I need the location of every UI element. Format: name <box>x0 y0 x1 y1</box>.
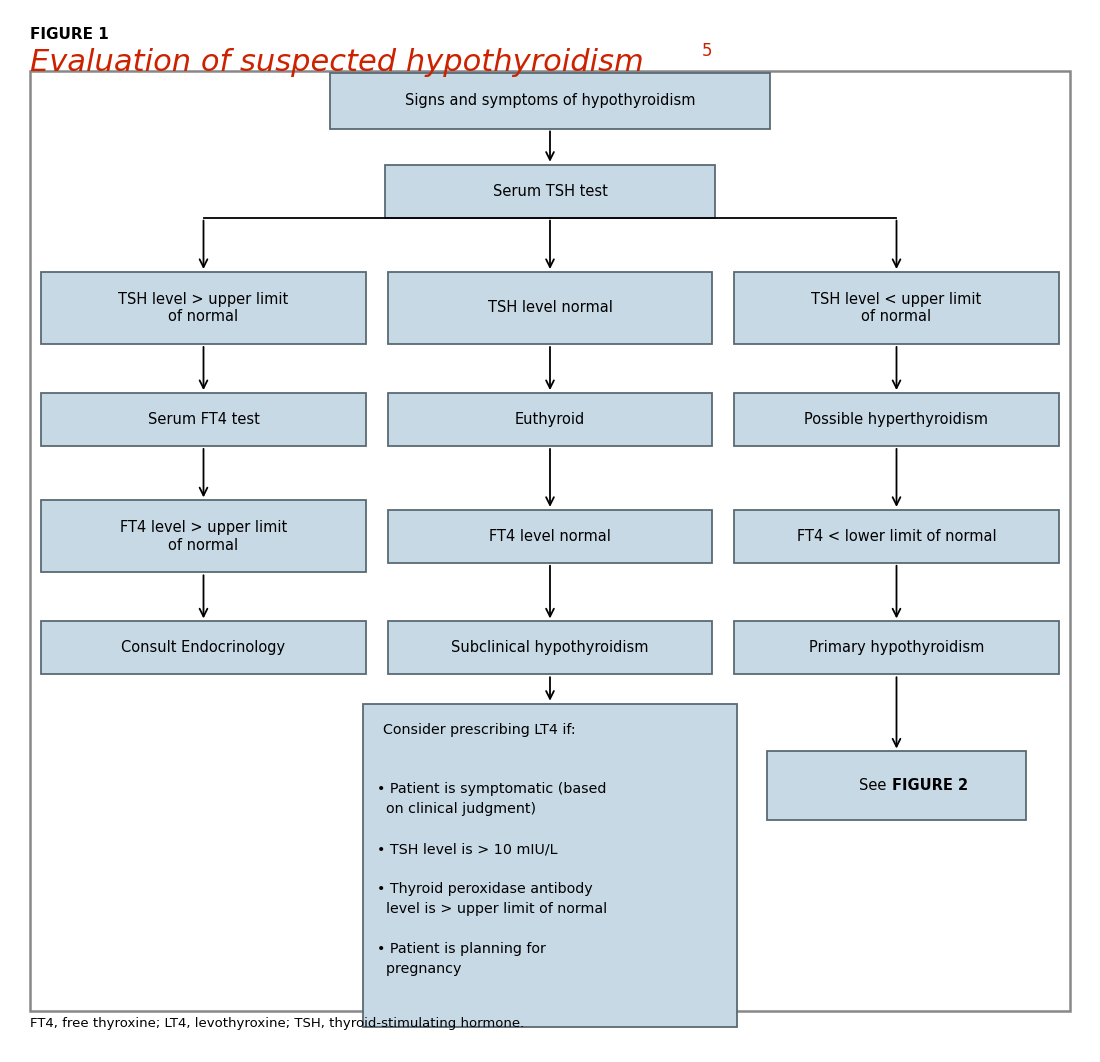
FancyBboxPatch shape <box>735 621 1058 674</box>
FancyBboxPatch shape <box>42 272 365 344</box>
FancyBboxPatch shape <box>388 621 713 674</box>
Text: See: See <box>859 778 891 793</box>
Text: 5: 5 <box>702 42 713 61</box>
FancyBboxPatch shape <box>42 621 365 674</box>
Text: Evaluation of suspected hypothyroidism: Evaluation of suspected hypothyroidism <box>30 48 644 76</box>
FancyBboxPatch shape <box>42 393 365 446</box>
Text: Consider prescribing LT4 if:: Consider prescribing LT4 if: <box>383 722 575 737</box>
Text: TSH level > upper limit
of normal: TSH level > upper limit of normal <box>119 292 288 324</box>
FancyBboxPatch shape <box>388 510 713 563</box>
Text: Possible hyperthyroidism: Possible hyperthyroidism <box>804 412 989 427</box>
FancyBboxPatch shape <box>42 500 365 572</box>
FancyBboxPatch shape <box>363 703 737 1028</box>
Text: Serum FT4 test: Serum FT4 test <box>147 412 260 427</box>
FancyBboxPatch shape <box>735 272 1058 344</box>
FancyBboxPatch shape <box>385 165 715 218</box>
FancyBboxPatch shape <box>768 752 1025 820</box>
Text: Consult Endocrinology: Consult Endocrinology <box>121 640 286 655</box>
Text: FT4 level normal: FT4 level normal <box>490 529 610 544</box>
Text: FT4, free thyroxine; LT4, levothyroxine; TSH, thyroid-stimulating hormone.: FT4, free thyroxine; LT4, levothyroxine;… <box>30 1017 524 1030</box>
Text: FIGURE 1: FIGURE 1 <box>30 27 109 41</box>
FancyBboxPatch shape <box>30 71 1070 1011</box>
Text: Signs and symptoms of hypothyroidism: Signs and symptoms of hypothyroidism <box>405 93 695 108</box>
Text: Serum TSH test: Serum TSH test <box>493 184 607 199</box>
Text: FIGURE 2: FIGURE 2 <box>892 778 968 793</box>
Text: Euthyroid: Euthyroid <box>515 412 585 427</box>
FancyBboxPatch shape <box>330 73 770 129</box>
Text: TSH level < upper limit
of normal: TSH level < upper limit of normal <box>812 292 981 324</box>
Text: FT4 level > upper limit
of normal: FT4 level > upper limit of normal <box>120 520 287 552</box>
Text: Subclinical hypothyroidism: Subclinical hypothyroidism <box>451 640 649 655</box>
Text: Primary hypothyroidism: Primary hypothyroidism <box>808 640 984 655</box>
FancyBboxPatch shape <box>388 272 713 344</box>
Text: TSH level normal: TSH level normal <box>487 301 613 315</box>
FancyBboxPatch shape <box>388 393 713 446</box>
Text: • Patient is symptomatic (based
  on clinical judgment)

• TSH level is > 10 mIU: • Patient is symptomatic (based on clini… <box>377 763 607 976</box>
Text: FT4 < lower limit of normal: FT4 < lower limit of normal <box>796 529 997 544</box>
FancyBboxPatch shape <box>735 393 1058 446</box>
FancyBboxPatch shape <box>735 510 1058 563</box>
